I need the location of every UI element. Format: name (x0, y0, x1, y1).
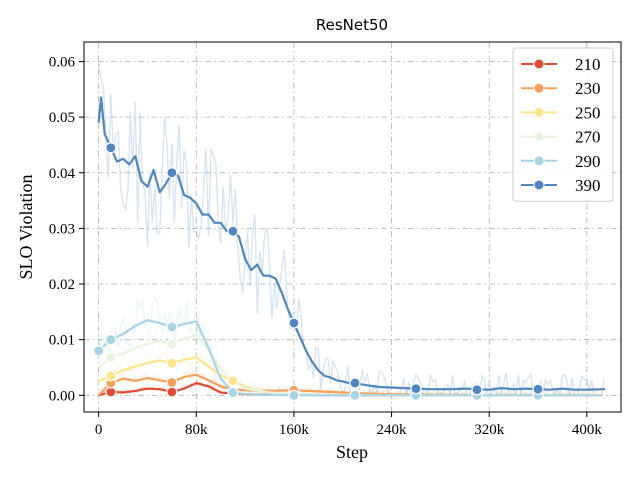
y-tick-label: 0.00 (49, 388, 75, 404)
x-tick-label: 80k (185, 422, 208, 438)
y-tick-label: 0.03 (49, 221, 75, 237)
series-marker-270 (105, 351, 117, 364)
series-marker-250 (166, 357, 178, 369)
x-tick-label: 240k (377, 422, 408, 438)
series-marker-390 (288, 317, 300, 329)
y-tick-label: 0.05 (49, 110, 75, 126)
series-line-290 (97, 319, 599, 397)
series-marker-290 (288, 389, 300, 401)
x-tick-label: 0 (95, 422, 103, 438)
chart-title: ResNet50 (316, 16, 388, 34)
y-tick-label: 0.06 (49, 54, 76, 70)
x-tick-label: 400k (572, 422, 603, 438)
series-marker-390 (410, 383, 422, 395)
series-marker-290 (105, 334, 117, 346)
legend-label-210: 210 (575, 55, 601, 74)
series-marker-270 (166, 338, 178, 350)
y-tick-label: 0.01 (49, 333, 75, 349)
legend-label-270: 270 (575, 128, 601, 147)
legend-label-290: 290 (575, 152, 601, 171)
series-marker-290 (166, 321, 178, 333)
y-axis-label: SLO Violation (16, 174, 36, 279)
series-markers (93, 142, 544, 401)
series-marker-390 (227, 225, 239, 237)
series-marker-390 (471, 384, 483, 396)
series-marker-210 (166, 386, 178, 398)
x-axis-label: Step (336, 442, 368, 462)
series-marker-230 (166, 376, 178, 389)
legend-marker-270 (533, 131, 545, 143)
y-tick-label: 0.02 (49, 277, 75, 293)
series-marker-290 (93, 345, 105, 357)
legend-marker-290 (533, 155, 545, 167)
legend-label-250: 250 (575, 103, 601, 122)
legend-marker-230 (533, 82, 545, 94)
series-marker-390 (105, 142, 117, 154)
legend-marker-250 (533, 106, 545, 118)
series-marker-250 (227, 375, 239, 387)
series-marker-290 (227, 386, 239, 399)
legend-marker-210 (533, 58, 545, 70)
series-marker-390 (532, 383, 544, 395)
series-marker-390 (349, 377, 361, 389)
y-tick-label: 0.04 (49, 166, 76, 182)
series-marker-290 (349, 389, 361, 401)
x-tick-label: 160k (279, 422, 310, 438)
series-marker-250 (105, 370, 117, 382)
series-noise-290 (97, 295, 600, 398)
legend-marker-390 (533, 179, 545, 191)
series-line-390 (97, 96, 606, 391)
ticks: 0 80k 160k 240k 320k 400k 0.00 0.01 0.02 0.03 0.04… (49, 54, 603, 438)
legend-label-390: 390 (575, 176, 601, 195)
x-tick-label: 320k (474, 422, 505, 438)
legend-label-230: 230 (575, 79, 601, 98)
plot-frame (83, 41, 622, 413)
legend: 210 230 250 270 290 390 (512, 47, 614, 202)
series-marker-390 (166, 167, 178, 179)
